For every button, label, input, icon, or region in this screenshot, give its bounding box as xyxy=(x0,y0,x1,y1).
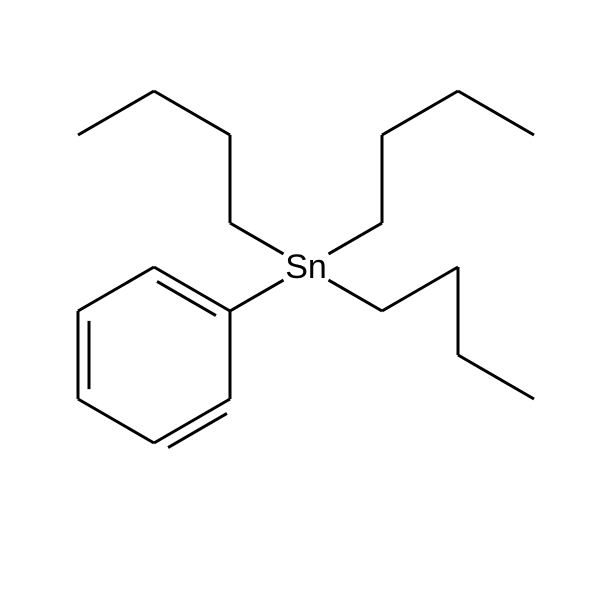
atom-label-sn: Sn xyxy=(285,248,327,286)
molecule-canvas: Sn xyxy=(0,0,600,600)
canvas-bg xyxy=(0,0,600,600)
